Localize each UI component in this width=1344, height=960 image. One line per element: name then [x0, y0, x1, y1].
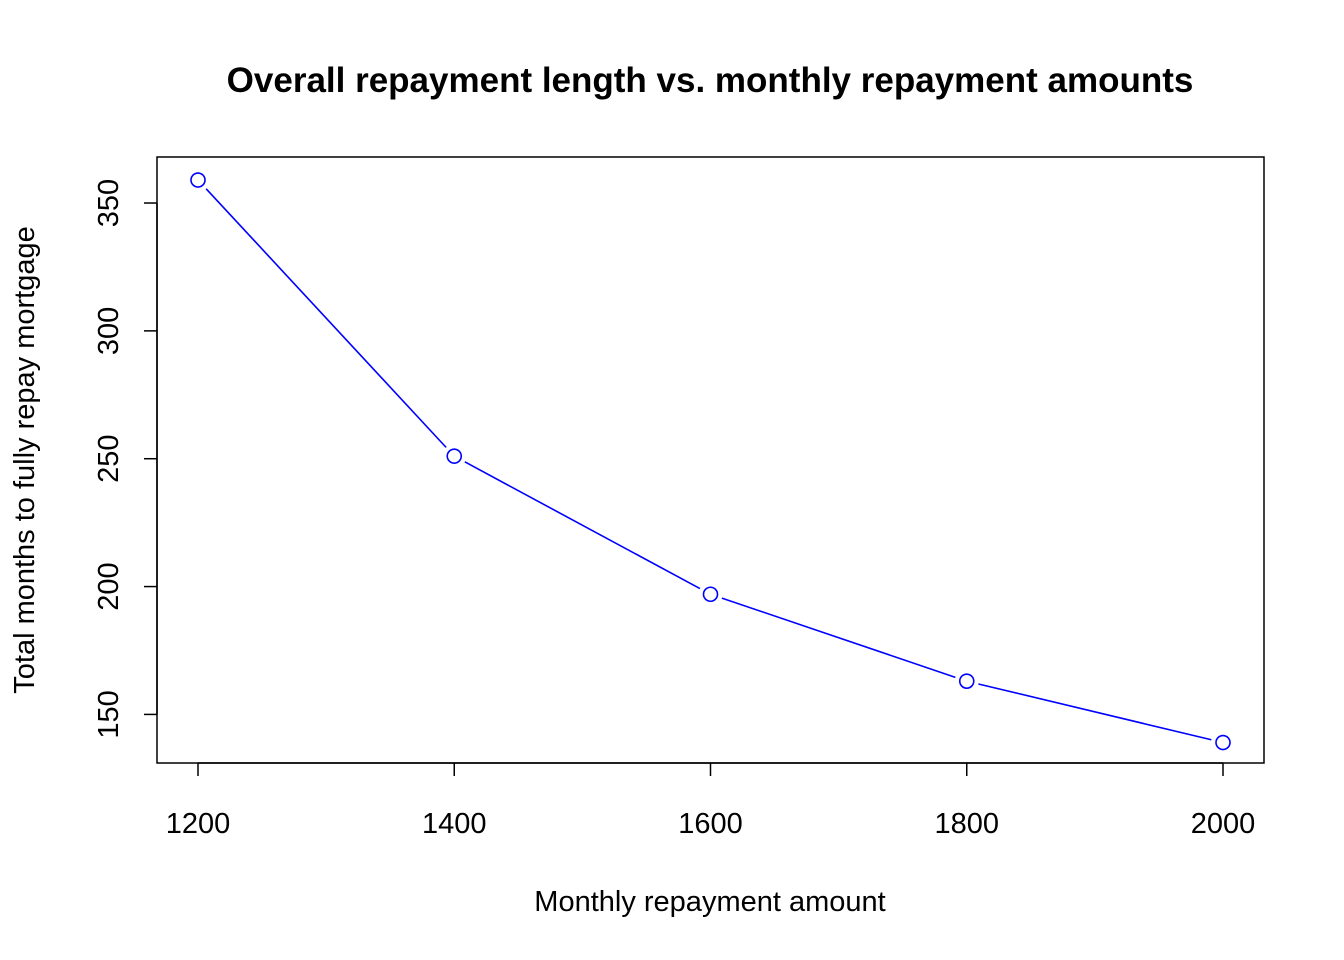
data-point [190, 172, 206, 188]
y-tick-label: 250 [93, 435, 125, 483]
y-axis: 150 200 250 300 350 [93, 179, 158, 739]
series-layer [190, 172, 1231, 751]
x-axis: 1200 1400 1600 1800 2000 [166, 762, 1256, 840]
x-tick-label: 2000 [1191, 808, 1256, 840]
y-axis-label: Total months to fully repay mortgage [9, 226, 41, 693]
x-tick-label: 1200 [166, 808, 231, 840]
y-tick-label: 350 [93, 179, 125, 227]
series-line-segment [464, 461, 701, 590]
series-line-segment [721, 597, 956, 679]
y-tick-label: 200 [93, 562, 125, 610]
y-tick-label: 150 [93, 690, 125, 738]
series-line-segment [978, 683, 1212, 741]
x-tick-label: 1600 [678, 808, 743, 840]
plot-area-box [156, 156, 1265, 764]
data-point [1215, 734, 1231, 751]
data-point [446, 448, 463, 464]
series-line-segment [205, 188, 447, 448]
y-tick-label: 300 [93, 307, 125, 355]
data-point [702, 586, 719, 603]
data-point [958, 673, 975, 689]
x-tick-label: 1400 [422, 808, 487, 840]
chart-title: Overall repayment length vs. monthly rep… [227, 61, 1194, 100]
x-axis-label: Monthly repayment amount [534, 886, 885, 918]
x-tick-label: 1800 [934, 808, 999, 840]
